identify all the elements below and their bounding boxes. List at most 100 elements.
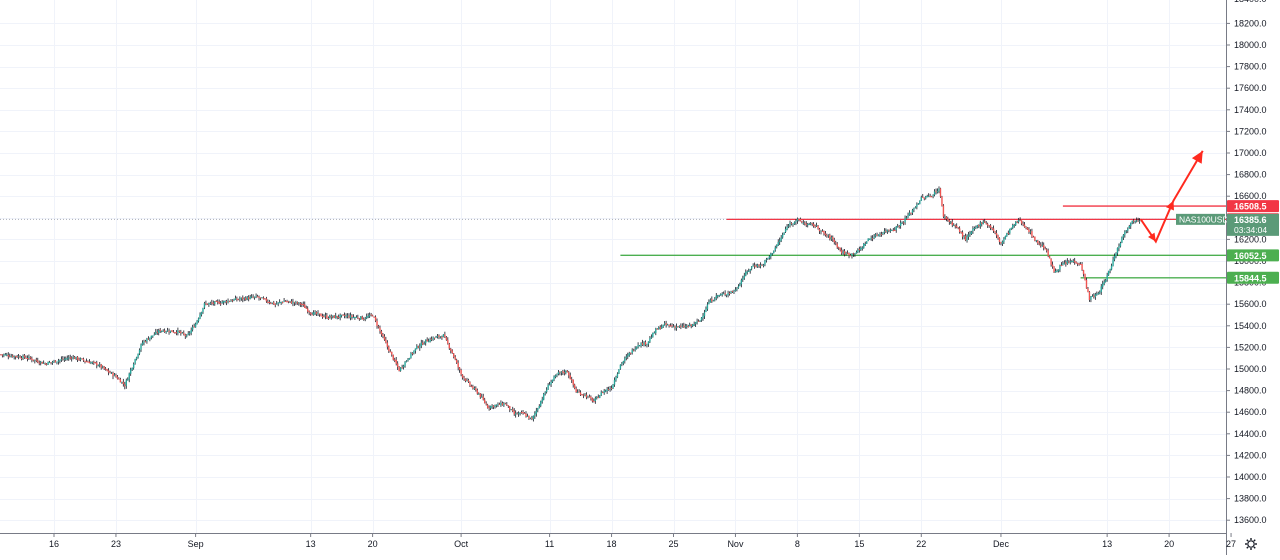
candle-body — [205, 303, 207, 305]
candle-body — [323, 316, 325, 318]
candle-body — [281, 302, 284, 304]
candle-body — [467, 380, 470, 382]
candle-body — [680, 325, 682, 327]
candle-body — [845, 252, 847, 255]
candle-body — [245, 297, 247, 300]
candle-body — [976, 225, 979, 228]
candle-body — [584, 394, 586, 396]
candle-body — [1110, 265, 1113, 270]
candle-body — [302, 303, 304, 305]
candle-body — [550, 381, 552, 385]
candle-body — [1031, 231, 1033, 237]
candle-body — [604, 390, 607, 392]
candle-body — [411, 353, 414, 355]
candle-body — [950, 221, 952, 223]
candle-body — [927, 196, 930, 198]
candle-body — [231, 300, 234, 302]
candle-body — [985, 223, 987, 225]
x-tick-label: Nov — [727, 539, 744, 549]
x-tick-label: 25 — [668, 539, 678, 549]
candle-body — [309, 312, 312, 315]
candle-body — [463, 377, 465, 379]
candle-body — [582, 394, 585, 396]
candle-body — [576, 391, 579, 393]
candle-body — [441, 336, 443, 338]
candle-body — [217, 301, 219, 303]
candle-body — [370, 314, 372, 316]
settings-gear-icon[interactable] — [1245, 538, 1257, 550]
candle-body — [979, 222, 981, 227]
candle-body — [113, 374, 116, 377]
candle-body — [42, 362, 45, 364]
y-tick-label: 15200.0 — [1234, 342, 1267, 352]
candle-body — [731, 291, 734, 293]
candle-body — [925, 196, 927, 199]
candle-body — [745, 271, 747, 276]
x-tick-label: Sep — [188, 539, 204, 549]
candle-body — [374, 316, 377, 321]
candle-body — [169, 330, 172, 333]
candle-body — [886, 229, 889, 232]
candle-body — [399, 367, 402, 371]
candle-body — [1119, 242, 1122, 247]
candle-body — [340, 314, 343, 316]
candle-body — [439, 336, 442, 338]
candle-body — [537, 408, 539, 411]
candle-body — [159, 329, 161, 332]
candle-body — [612, 384, 614, 389]
candle-body — [330, 316, 332, 318]
candle-body — [720, 294, 722, 296]
candle-body — [1044, 248, 1046, 250]
candle-body — [783, 232, 785, 235]
candle-body — [402, 365, 405, 368]
candle-body — [1040, 244, 1042, 246]
candle-body — [206, 303, 209, 305]
candle-body — [35, 359, 37, 361]
candle-body — [668, 324, 670, 326]
candle-body — [1000, 241, 1002, 244]
candle-body — [250, 296, 253, 298]
current-price-label: 16385.6 — [1234, 215, 1267, 225]
y-tick-label-clipped: 18400.0 — [1234, 0, 1267, 4]
candle-body — [898, 225, 900, 227]
candle-body — [249, 296, 251, 299]
candle-body — [128, 373, 130, 380]
candle-body — [125, 380, 127, 387]
candle-body — [805, 223, 807, 226]
candle-body — [464, 378, 467, 381]
candle-body — [25, 357, 27, 359]
candle-body — [259, 297, 262, 299]
candle-body — [882, 232, 884, 235]
candle-body — [466, 380, 468, 382]
candle-body — [425, 339, 427, 344]
projection-arrows — [1139, 150, 1204, 244]
candle-body — [258, 296, 260, 298]
candle-body — [706, 304, 709, 310]
candle-body — [520, 412, 523, 414]
candle-body — [671, 325, 673, 327]
candle-body — [233, 299, 235, 301]
candle-body — [314, 312, 316, 314]
candle-body — [694, 322, 697, 325]
candle-body — [380, 331, 383, 335]
candle-body — [222, 301, 225, 303]
candle-body — [1071, 260, 1073, 262]
candle-body — [578, 391, 580, 393]
candle-body — [327, 318, 330, 320]
candle-body — [337, 317, 340, 319]
candle-body — [144, 341, 147, 343]
candle-body — [989, 225, 992, 228]
candle-body — [566, 370, 568, 373]
candle-body — [189, 332, 191, 334]
candle-body — [351, 315, 353, 318]
candle-body — [818, 229, 821, 232]
candle-body — [407, 359, 409, 361]
candle-body — [88, 361, 91, 364]
candle-body — [724, 293, 726, 295]
candle-body — [20, 358, 23, 360]
candle-body — [514, 413, 517, 415]
candle-body — [641, 342, 644, 346]
candle-body — [655, 328, 657, 334]
